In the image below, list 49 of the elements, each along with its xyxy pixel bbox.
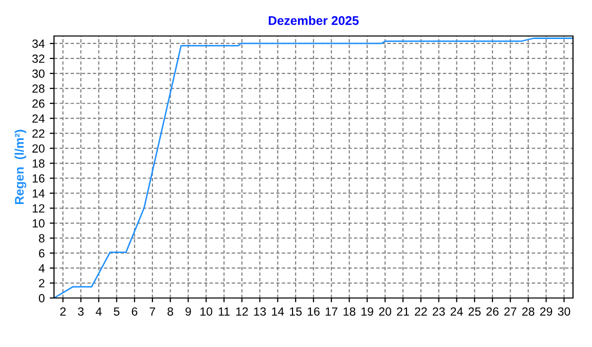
y-tick-label: 8 [38, 234, 44, 243]
x-tick-label: 2 [60, 307, 66, 316]
x-tick-label: 28 [522, 307, 534, 316]
y-tick-label: 10 [32, 219, 45, 228]
x-tick-label: 11 [218, 307, 230, 316]
x-tick-label: 8 [168, 307, 174, 316]
y-tick-label: 12 [32, 204, 44, 212]
x-tick-label: 9 [185, 307, 191, 316]
y-tick-label: 22 [32, 129, 44, 138]
x-tick-label: 27 [504, 307, 516, 316]
x-tick-label: 13 [254, 307, 266, 316]
x-tick-label: 23 [432, 307, 445, 316]
y-tick-label: 4 [38, 264, 45, 272]
x-tick-label: 26 [486, 307, 499, 316]
y-tick-label: 26 [32, 99, 44, 108]
y-tick-label: 30 [32, 69, 45, 78]
x-tick-label: 7 [150, 307, 156, 316]
x-tick-label: 16 [308, 307, 320, 316]
x-tick-label: 17 [326, 307, 338, 316]
x-tick-label: 14 [272, 307, 284, 316]
x-tick-label: 30 [558, 307, 570, 316]
x-tick-label: 20 [379, 307, 392, 316]
x-tick-label: 25 [468, 307, 481, 316]
x-tick-label: 5 [114, 307, 120, 316]
y-tick-label: 14 [32, 189, 45, 198]
y-tick-label: 28 [32, 84, 44, 93]
y-axis-title: Regen (l/m²) [14, 130, 26, 204]
x-tick-label: 24 [450, 307, 463, 316]
y-tick-label: 18 [32, 159, 44, 168]
x-tick-label: 19 [362, 307, 374, 316]
x-tick-label: 15 [290, 307, 302, 316]
x-tick-label: 4 [96, 307, 102, 316]
y-tick-label: 34 [32, 40, 45, 48]
x-tick-label: 10 [200, 307, 212, 316]
y-tick-label: 24 [32, 114, 45, 123]
y-tick-label: 16 [32, 174, 44, 183]
x-tick-label: 22 [414, 307, 427, 316]
y-tick-label: 32 [32, 54, 44, 63]
y-tick-label: 6 [39, 249, 44, 258]
y-tick-label: 0 [38, 294, 45, 302]
x-tick-label: 6 [132, 307, 138, 316]
x-tick-label: 12 [236, 307, 248, 316]
y-tick-label: 20 [32, 144, 45, 153]
x-tick-label: 29 [540, 307, 552, 316]
x-tick-label: 18 [344, 307, 356, 316]
x-tick-label: 21 [397, 307, 409, 316]
chart-title: Dezember 2025 [268, 16, 359, 26]
y-tick-label: 2 [39, 279, 44, 288]
x-tick-label: 3 [78, 307, 84, 316]
